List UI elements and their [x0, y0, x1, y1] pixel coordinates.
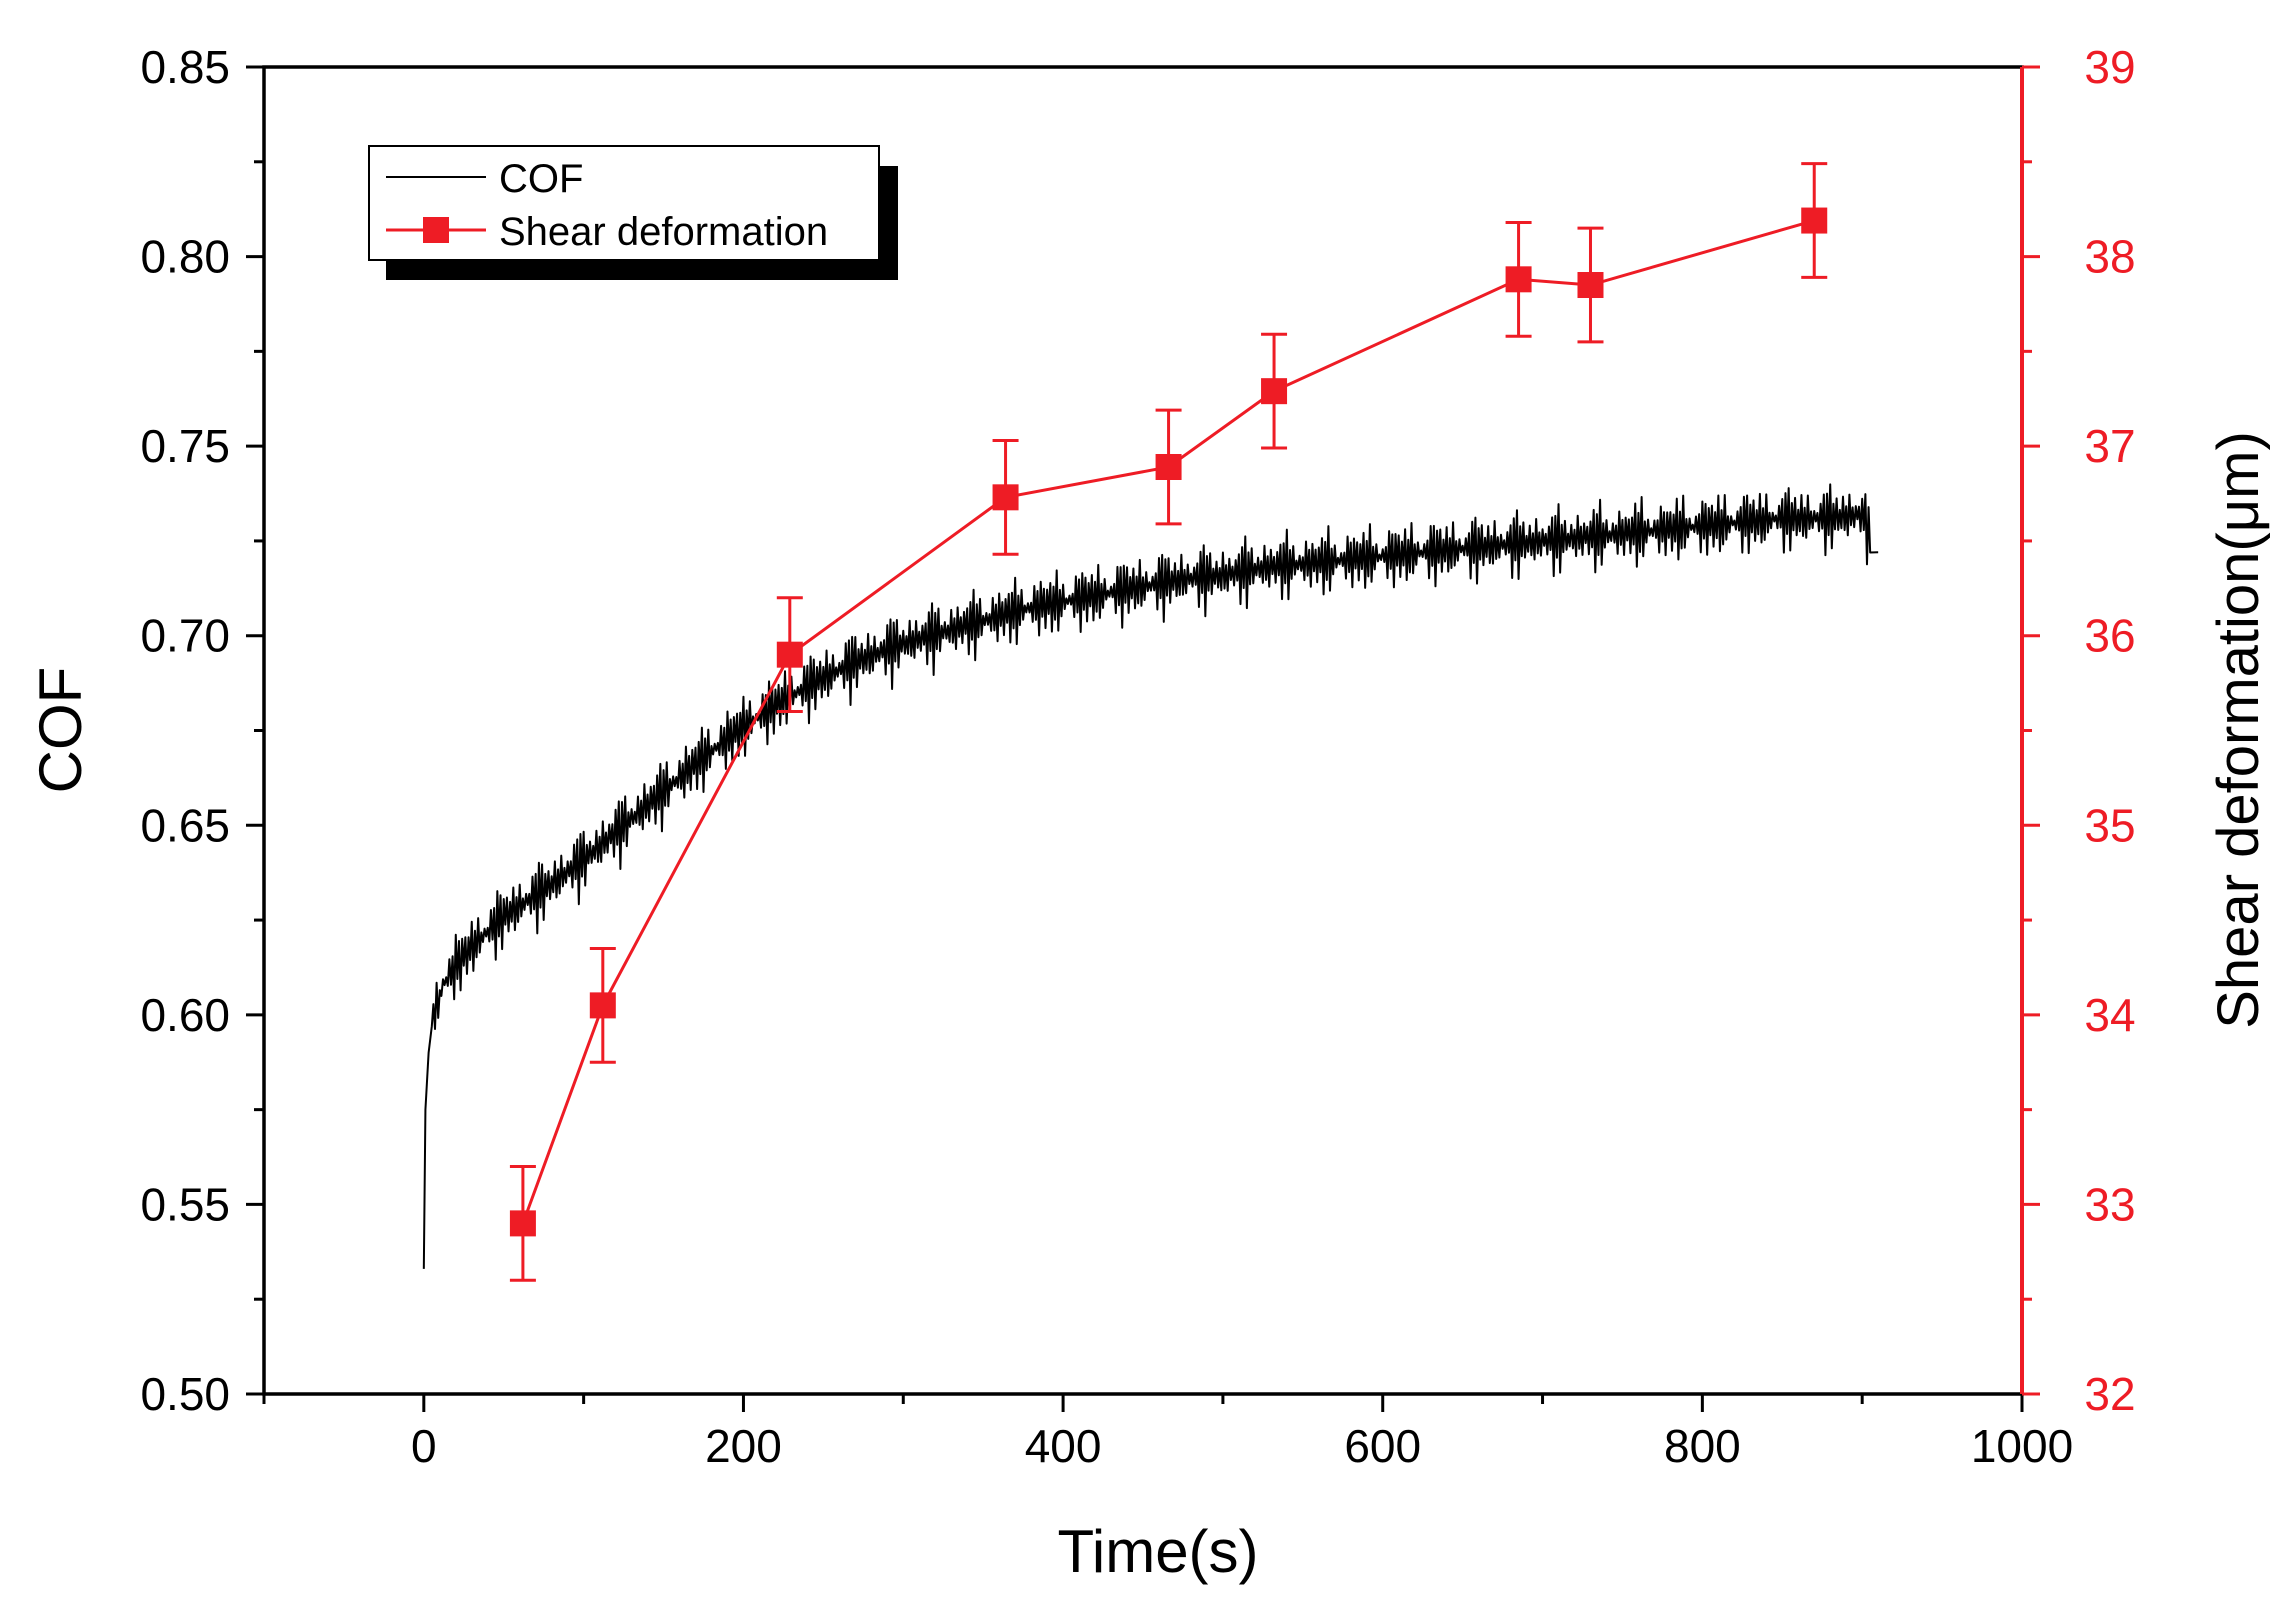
shear-deformation-series: [509, 162, 1828, 1282]
y-right-tick-label: 34: [2084, 989, 2135, 1041]
shear-point: [992, 484, 1019, 511]
y-right-tick-label: 35: [2084, 799, 2135, 851]
y-right-tick-label: 33: [2084, 1178, 2135, 1230]
y-axis-left-label: COF: [27, 667, 94, 794]
legend: COF Shear deformation: [368, 145, 898, 280]
y-right-tick-label: 38: [2084, 231, 2135, 283]
x-axis-label: Time(s): [1057, 1518, 1258, 1585]
y-left-tick-label: 0.55: [140, 1178, 230, 1230]
x-tick-label: 1000: [1971, 1420, 2073, 1472]
y-axis-right-label: Shear deformation(μm): [2206, 431, 2271, 1029]
y-left-tick-label: 0.50: [140, 1368, 230, 1420]
x-tick-label: 200: [705, 1420, 782, 1472]
shear-point: [1801, 207, 1828, 234]
ticks: 0 200 400 600 800 1000 0.50 0.55 0.60 0.65 0.70 0.7…: [140, 41, 2135, 1472]
y-left-tick-label: 0.70: [140, 610, 230, 662]
x-tick-label: 800: [1664, 1420, 1741, 1472]
shear-point: [1261, 378, 1288, 405]
y-left-tick-label: 0.60: [140, 989, 230, 1041]
x-tick-label: 600: [1344, 1420, 1421, 1472]
shear-point: [509, 1210, 536, 1237]
y-left-tick-label: 0.65: [140, 799, 230, 851]
x-tick-label: 0: [411, 1420, 437, 1472]
y-right-tick-label: 39: [2084, 41, 2135, 93]
y-right-tick-label: 32: [2084, 1368, 2135, 1420]
cof-line: [422, 483, 1879, 1269]
shear-point: [1577, 272, 1604, 299]
y-left-tick-label: 0.85: [140, 41, 230, 93]
y-left-tick-label: 0.80: [140, 231, 230, 283]
shear-point: [1505, 266, 1532, 293]
shear-point: [1155, 453, 1182, 480]
legend-shear-swatch-marker: [423, 217, 449, 243]
y-right-tick-label: 36: [2084, 610, 2135, 662]
legend-shear-label: Shear deformation: [499, 210, 828, 254]
y-right-tick-label: 37: [2084, 420, 2135, 472]
cof-series: [422, 483, 1879, 1269]
shear-point: [589, 992, 616, 1019]
x-tick-label: 400: [1025, 1420, 1102, 1472]
y-left-tick-label: 0.75: [140, 420, 230, 472]
legend-cof-label: COF: [499, 157, 583, 201]
legend-box: [368, 145, 880, 261]
shear-point: [776, 641, 803, 668]
